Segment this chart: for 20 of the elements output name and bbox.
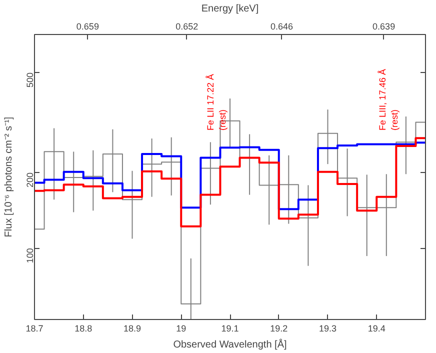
x2-tick-label: 0.652 [176,22,198,32]
x-tick-label: 19.2 [270,324,288,334]
annotation: Fe LIII, 17.46 Å (rest) [378,68,400,130]
x-tick-label: 18.8 [74,324,92,334]
x-axis-title: Observed Wavelength [Å] [173,338,288,350]
x2-tick-label: 0.659 [76,22,99,32]
x2-axis-title: Energy [keV] [201,4,259,14]
y-tick-label: 100 [25,248,35,264]
y-tick-label: 500 [25,72,35,88]
y-axis-title: Flux [10⁻⁶ photons cm⁻² s⁻¹] [4,116,14,238]
y-tick-label: 200 [25,172,35,188]
x2-tick-label: 0.646 [270,22,294,32]
x-tick-label: 19.1 [221,324,239,334]
x-tick-label: 19.3 [318,324,337,334]
x-tick-label: 19.4 [368,324,386,334]
x2-tick-label: 0.639 [372,22,396,32]
x-tick-label: 18.7 [26,324,44,334]
x-tick-label: 19 [176,324,186,334]
annotation: Fe LII 17.22 Å (rest) [205,74,228,130]
x-tick-label: 18.9 [123,324,142,334]
